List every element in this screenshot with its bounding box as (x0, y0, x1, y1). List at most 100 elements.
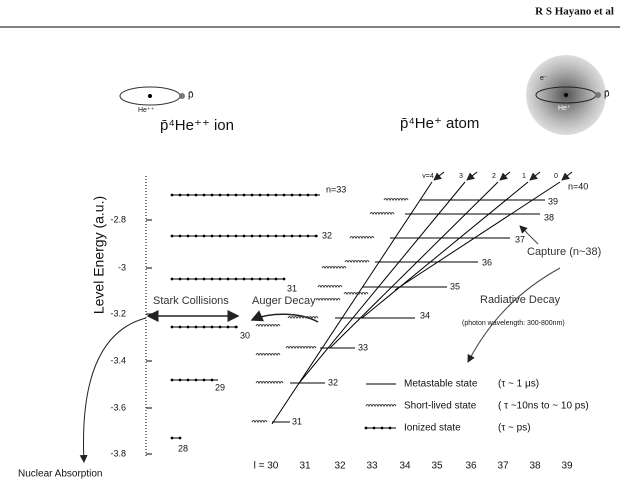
ionized-dot (219, 326, 222, 329)
level-label: 29 (215, 382, 225, 392)
ionized-dot (267, 194, 270, 197)
ionized-dot (307, 194, 310, 197)
ionized-dot (179, 437, 182, 440)
ionized-dot (267, 235, 270, 238)
ionized-dot (373, 427, 376, 430)
ionized-dot (203, 235, 206, 238)
y-tick-label: -3 (118, 262, 126, 272)
ionized-dot (171, 194, 174, 197)
ionized-dot (203, 194, 206, 197)
ionized-dot (211, 194, 214, 197)
annotation: Capture (n~38) (527, 246, 601, 258)
level-label: n=33 (326, 184, 346, 194)
l-label: 36 (465, 461, 477, 472)
l-label: l = 30 (254, 461, 279, 472)
short-lived-level (384, 199, 408, 201)
ionized-dot (211, 235, 214, 238)
y-tick-label: -3.2 (110, 308, 126, 318)
short-lived-level (345, 261, 369, 263)
ionized-dot (291, 235, 294, 238)
ionized-dot (227, 235, 230, 238)
v-label: 3 (459, 173, 463, 180)
icon-label: p̄ (188, 90, 194, 101)
level-label: 38 (544, 212, 554, 222)
running-header: R S Hayano et al (535, 6, 614, 18)
ionized-dot (315, 194, 318, 197)
ionized-dot (227, 194, 230, 197)
legend-label: (τ ~ 1 μs) (498, 379, 539, 390)
figure: R S Hayano et al p̄ He⁺⁺ p̄⁴He⁺⁺ ion p̄ … (0, 0, 620, 482)
ionized-dot (365, 427, 368, 430)
legend-label: Short-lived state (404, 401, 477, 412)
ionized-dot (187, 235, 190, 238)
ionized-dot (259, 235, 262, 238)
annotation: Stark Collisions (153, 295, 229, 307)
ionized-dot (235, 194, 238, 197)
legend-label: ( τ ~10ns to ~ 10 ps) (498, 401, 589, 412)
v-line (300, 182, 465, 382)
v-line (467, 172, 477, 180)
ionized-dot (243, 278, 246, 281)
ionized-dot (283, 235, 286, 238)
annotation: Nuclear Absorption (18, 469, 103, 480)
ionized-dot (219, 235, 222, 238)
y-tick-label: -3.8 (110, 448, 126, 458)
v-line (530, 172, 540, 180)
ionized-dot (243, 194, 246, 197)
short-lived-level (318, 286, 342, 288)
l-label: 39 (561, 461, 573, 472)
ionized-dot (307, 235, 310, 238)
species-label: p̄⁴He⁺ atom (400, 115, 479, 132)
ionized-dot (275, 194, 278, 197)
v-line (395, 182, 560, 290)
icon-label: He⁺ (558, 105, 571, 112)
short-lived-level (252, 421, 267, 423)
ionized-dot (171, 235, 174, 238)
ionized-dot (267, 278, 270, 281)
annotation: (photon wavelength: 300-800nm) (462, 320, 565, 327)
short-lived-level (316, 299, 340, 301)
ionized-dot (203, 278, 206, 281)
short-lived-level (286, 347, 316, 349)
ionized-dot (187, 194, 190, 197)
ionized-dot (171, 379, 174, 382)
level-label: 33 (358, 342, 368, 352)
ionized-dot (203, 379, 206, 382)
ionized-dot (381, 427, 384, 430)
ionized-dot (291, 194, 294, 197)
l-label: 38 (529, 461, 541, 472)
ionized-dot (179, 194, 182, 197)
legend-label: (τ ~ ps) (498, 423, 531, 434)
short-lived-level (344, 293, 368, 295)
ionized-dot (235, 326, 238, 329)
y-tick-label: -3.4 (110, 355, 126, 365)
level-label: 39 (548, 196, 558, 206)
ionized-dot (195, 194, 198, 197)
level-label: 31 (287, 283, 297, 293)
ionized-dot (171, 278, 174, 281)
l-label: 37 (497, 461, 509, 472)
l-label: 34 (399, 461, 411, 472)
ionized-dot (389, 427, 392, 430)
legend-label: Metastable state (404, 379, 478, 390)
icon-label: p̄ (604, 89, 610, 100)
ionized-dot (299, 194, 302, 197)
short-lived-level (350, 237, 374, 239)
level-label: n=40 (568, 181, 588, 191)
ionized-dot (251, 278, 254, 281)
level-label: 36 (482, 257, 492, 267)
antiproton-icon (595, 92, 601, 98)
v-label: 0 (554, 173, 558, 180)
ionized-dot (299, 235, 302, 238)
ionized-dot (235, 235, 238, 238)
icon-label: e⁻ (540, 75, 548, 82)
level-label: 32 (328, 377, 338, 387)
ionized-dot (243, 235, 246, 238)
legend-wave (366, 405, 396, 407)
ionized-dot (187, 326, 190, 329)
icon-label: He⁺⁺ (138, 107, 155, 114)
v-line (562, 172, 572, 180)
ionized-dot (211, 278, 214, 281)
ionized-dot (171, 326, 174, 329)
level-label: 35 (450, 281, 460, 291)
